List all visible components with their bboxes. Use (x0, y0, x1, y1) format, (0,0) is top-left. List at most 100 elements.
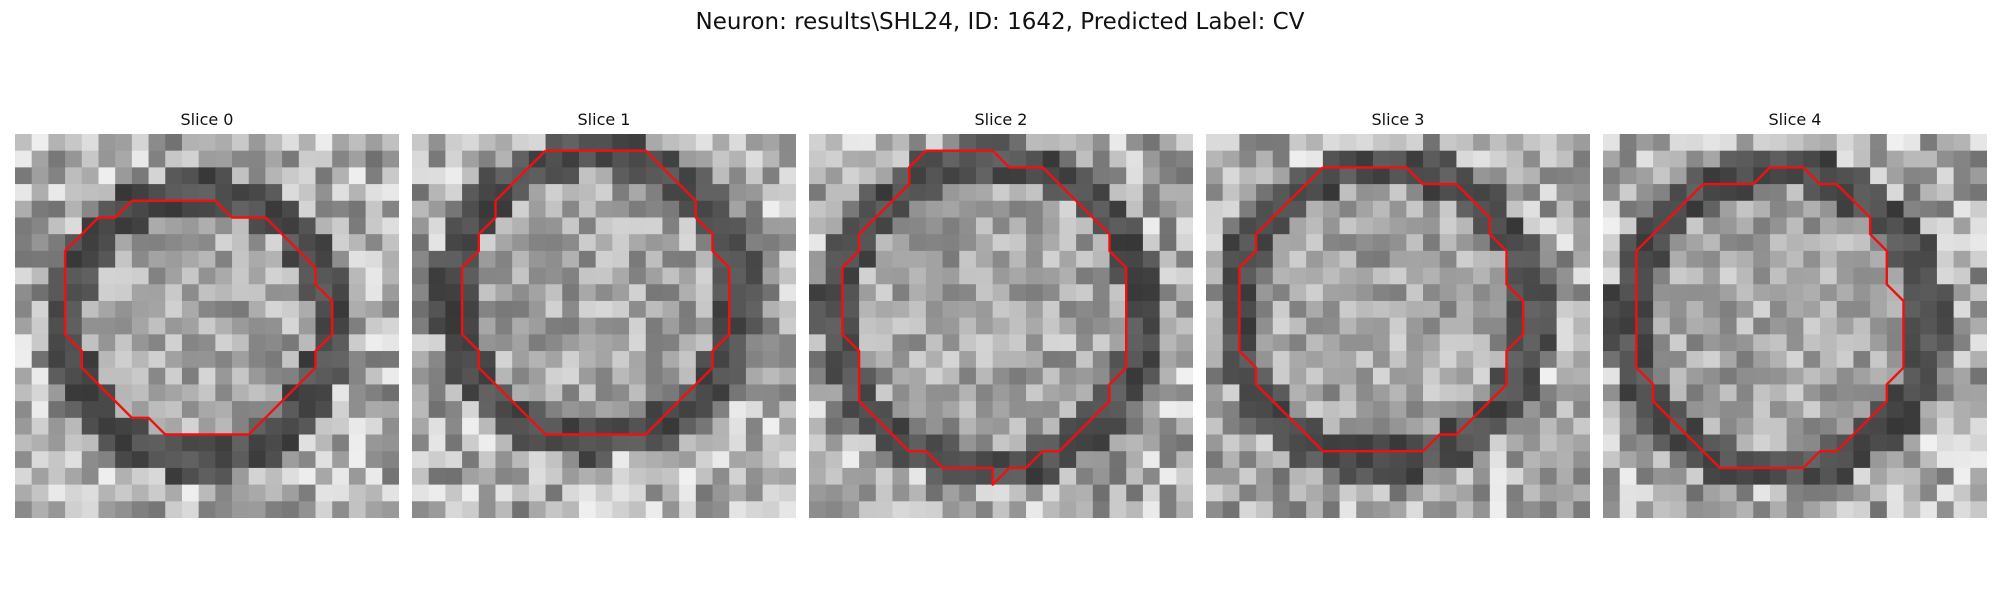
pixel (1619, 267, 1637, 285)
pixel (1953, 501, 1971, 518)
pixel (1786, 317, 1804, 335)
pixel (1803, 401, 1821, 419)
pixel (1653, 167, 1671, 185)
pixel (1753, 284, 1771, 302)
pixel (1272, 300, 1291, 319)
pixel (1026, 417, 1044, 436)
pixel (1289, 300, 1307, 319)
pixel (445, 451, 463, 469)
pixel (1423, 334, 1441, 352)
pixel (612, 434, 630, 452)
pixel (1322, 484, 1341, 502)
pixel (1653, 467, 1671, 486)
pixel (1372, 467, 1391, 486)
pixel (1372, 150, 1391, 168)
pixel (1439, 384, 1458, 402)
pixel (298, 217, 317, 235)
pixel (1556, 401, 1574, 419)
pixel (1736, 284, 1754, 302)
pixel (1769, 217, 1788, 235)
pixel (48, 501, 66, 518)
pixel (1870, 384, 1888, 402)
pixel (148, 167, 166, 185)
pixel (562, 434, 580, 452)
pixel (148, 284, 166, 302)
pixel (1719, 484, 1738, 502)
pixel (348, 401, 367, 419)
pixel (762, 217, 780, 235)
pixel (1886, 134, 1905, 152)
pixel (412, 217, 430, 235)
pixel (1886, 451, 1905, 469)
pixel (1820, 167, 1838, 185)
pixel (1603, 417, 1621, 436)
pixel (165, 351, 183, 369)
pixel (382, 501, 399, 518)
pixel (1719, 134, 1738, 152)
pixel (1753, 451, 1771, 469)
pixel (1406, 384, 1424, 402)
pixel (265, 150, 283, 168)
pixel (31, 300, 49, 319)
pixel (1836, 367, 1855, 386)
pixel (48, 384, 66, 402)
pixel (1289, 467, 1307, 486)
pixel (1936, 284, 1955, 302)
pixel (1372, 234, 1391, 252)
pixel (48, 167, 66, 185)
pixel (1786, 184, 1804, 202)
pixel (875, 501, 894, 518)
pixel (1306, 150, 1324, 168)
pixel (1439, 417, 1458, 436)
pixel (215, 267, 233, 285)
pixel (745, 134, 764, 152)
pixel (1406, 217, 1424, 235)
pixel (859, 467, 877, 486)
pixel (98, 417, 116, 436)
pixel (545, 167, 563, 185)
pixel (15, 184, 33, 202)
pixel (1636, 284, 1654, 302)
pixel (1126, 317, 1144, 335)
pixel (181, 417, 200, 436)
pixel (1769, 367, 1788, 386)
pixel (148, 300, 166, 319)
pixel (445, 334, 463, 352)
pixel (729, 467, 747, 486)
pixel (1222, 150, 1240, 168)
pixel (1653, 234, 1671, 252)
pixel (1703, 234, 1721, 252)
pixel (562, 284, 580, 302)
pixel (1256, 267, 1274, 285)
pixel (942, 384, 960, 402)
pixel (1686, 284, 1704, 302)
pixel (1573, 384, 1590, 402)
pixel (1076, 401, 1094, 419)
pixel (1306, 134, 1324, 152)
pixel (1239, 434, 1257, 452)
pixel (1439, 434, 1458, 452)
pixel (1786, 401, 1804, 419)
pixel (679, 250, 697, 269)
pixel (1222, 334, 1240, 352)
pixel (1719, 167, 1738, 185)
pixel (1423, 401, 1441, 419)
pixel (1109, 384, 1127, 402)
pixel (762, 317, 780, 335)
pixel (1406, 434, 1424, 452)
pixel (1406, 484, 1424, 502)
pixel (1322, 401, 1341, 419)
pixel (445, 284, 463, 302)
pixel (1222, 384, 1240, 402)
pixel (445, 401, 463, 419)
pixel (1026, 217, 1044, 235)
pixel (629, 501, 647, 518)
pixel (165, 401, 183, 419)
pixel (1920, 234, 1938, 252)
pixel (1272, 134, 1291, 152)
pixel (131, 384, 150, 402)
pixel (1389, 234, 1407, 252)
pixel (232, 267, 250, 285)
pixel (1289, 484, 1307, 502)
slice-panel-0: Slice 0 (15, 108, 399, 520)
